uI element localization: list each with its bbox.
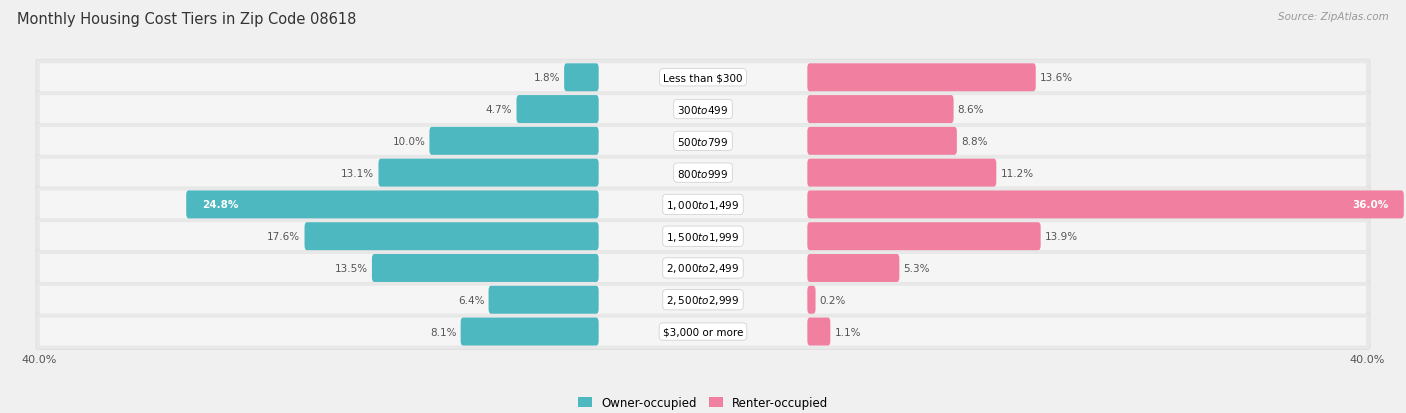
Text: 4.7%: 4.7% — [486, 105, 512, 115]
Text: 40.0%: 40.0% — [21, 354, 56, 364]
Text: Source: ZipAtlas.com: Source: ZipAtlas.com — [1278, 12, 1389, 22]
FancyBboxPatch shape — [807, 96, 953, 124]
FancyBboxPatch shape — [39, 254, 1367, 282]
Text: 17.6%: 17.6% — [267, 232, 301, 242]
FancyBboxPatch shape — [807, 64, 1036, 92]
Text: 10.0%: 10.0% — [392, 137, 425, 147]
Text: Monthly Housing Cost Tiers in Zip Code 08618: Monthly Housing Cost Tiers in Zip Code 0… — [17, 12, 356, 27]
Text: 11.2%: 11.2% — [1001, 168, 1033, 178]
FancyBboxPatch shape — [516, 96, 599, 124]
FancyBboxPatch shape — [39, 223, 1367, 251]
FancyBboxPatch shape — [39, 286, 1367, 314]
FancyBboxPatch shape — [305, 223, 599, 251]
FancyBboxPatch shape — [37, 123, 1369, 159]
FancyBboxPatch shape — [37, 282, 1369, 318]
Text: $1,500 to $1,999: $1,500 to $1,999 — [666, 230, 740, 243]
Text: 0.2%: 0.2% — [820, 295, 846, 305]
Text: Less than $300: Less than $300 — [664, 73, 742, 83]
FancyBboxPatch shape — [37, 155, 1369, 191]
Text: $1,000 to $1,499: $1,000 to $1,499 — [666, 198, 740, 211]
FancyBboxPatch shape — [39, 159, 1367, 187]
FancyBboxPatch shape — [39, 128, 1367, 155]
Text: $800 to $999: $800 to $999 — [678, 167, 728, 179]
FancyBboxPatch shape — [37, 60, 1369, 96]
Text: 13.5%: 13.5% — [335, 263, 368, 273]
FancyBboxPatch shape — [37, 218, 1369, 255]
Text: 13.6%: 13.6% — [1040, 73, 1073, 83]
FancyBboxPatch shape — [37, 187, 1369, 223]
Text: 8.1%: 8.1% — [430, 327, 457, 337]
FancyBboxPatch shape — [37, 250, 1369, 286]
Text: 36.0%: 36.0% — [1353, 200, 1388, 210]
Text: 5.3%: 5.3% — [904, 263, 929, 273]
FancyBboxPatch shape — [461, 318, 599, 346]
Text: 1.8%: 1.8% — [533, 73, 560, 83]
FancyBboxPatch shape — [39, 64, 1367, 92]
FancyBboxPatch shape — [807, 318, 831, 346]
Text: 13.1%: 13.1% — [342, 168, 374, 178]
Text: 6.4%: 6.4% — [458, 295, 485, 305]
Text: 13.9%: 13.9% — [1045, 232, 1078, 242]
FancyBboxPatch shape — [378, 159, 599, 187]
Text: 8.6%: 8.6% — [957, 105, 984, 115]
FancyBboxPatch shape — [807, 286, 815, 314]
FancyBboxPatch shape — [37, 92, 1369, 128]
FancyBboxPatch shape — [564, 64, 599, 92]
FancyBboxPatch shape — [807, 223, 1040, 251]
FancyBboxPatch shape — [39, 191, 1367, 219]
FancyBboxPatch shape — [807, 254, 900, 282]
Text: $500 to $799: $500 to $799 — [678, 135, 728, 147]
FancyBboxPatch shape — [373, 254, 599, 282]
FancyBboxPatch shape — [488, 286, 599, 314]
Legend: Owner-occupied, Renter-occupied: Owner-occupied, Renter-occupied — [572, 392, 834, 413]
Text: $300 to $499: $300 to $499 — [678, 104, 728, 116]
FancyBboxPatch shape — [39, 96, 1367, 124]
FancyBboxPatch shape — [39, 318, 1367, 346]
Text: 24.8%: 24.8% — [202, 200, 238, 210]
FancyBboxPatch shape — [807, 191, 1403, 219]
Text: 8.8%: 8.8% — [960, 137, 987, 147]
FancyBboxPatch shape — [429, 128, 599, 155]
FancyBboxPatch shape — [37, 313, 1369, 350]
Text: 40.0%: 40.0% — [1350, 354, 1385, 364]
FancyBboxPatch shape — [186, 191, 599, 219]
Text: $2,500 to $2,999: $2,500 to $2,999 — [666, 294, 740, 306]
Text: $2,000 to $2,499: $2,000 to $2,499 — [666, 262, 740, 275]
Text: $3,000 or more: $3,000 or more — [662, 327, 744, 337]
Text: 1.1%: 1.1% — [834, 327, 860, 337]
FancyBboxPatch shape — [807, 159, 997, 187]
FancyBboxPatch shape — [807, 128, 957, 155]
